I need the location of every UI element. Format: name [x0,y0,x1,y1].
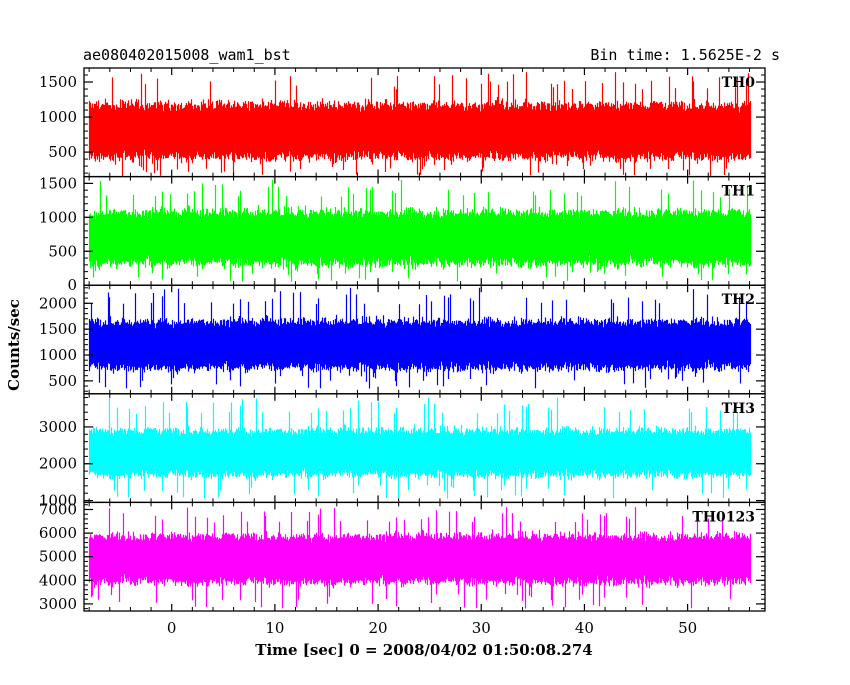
y-tick-label: 1500 [39,73,77,91]
y-axis-title: Counts/sec [5,299,23,391]
bin-time-label: Bin time: 1.5625E-2 s [590,46,780,64]
x-tick-label: 20 [369,619,388,637]
x-tick-label: 40 [575,619,594,637]
series-th0 [88,72,752,177]
x-tick-label: 0 [167,619,177,637]
x-axis: 0 10 20 30 40 50 [167,619,697,637]
panel-label: TH0123 [692,509,755,525]
y-tick-label: 500 [48,143,77,161]
panel-th0: 500 1000 1500 TH0 [39,67,766,178]
y-tick-label: 6000 [39,524,77,542]
series-th0123 [88,507,752,609]
y-tick-label: 1500 [39,320,77,338]
y-tick-label: 0 [67,276,77,294]
y-tick-label: 4000 [39,571,77,589]
y-tick-label: 500 [48,242,77,260]
panels-group: 500 1000 1500 TH0 0 500 1000 1500 TH1 500 1000 1500… [39,67,766,613]
panel-th0123: 3000 4000 5000 6000 7000 TH0123 [39,500,766,613]
y-tick-label: 2000 [39,455,77,473]
series-th3 [88,397,752,499]
y-tick-label: 7000 [39,500,77,518]
panel-label: TH1 [722,184,755,200]
y-tick-label: 1000 [39,208,77,226]
x-tick-label: 30 [472,619,491,637]
y-tick-label: 1000 [39,346,77,364]
panel-th1: 0 500 1000 1500 TH1 [39,174,766,294]
series-th2 [88,287,752,389]
x-axis-title: Time [sec] 0 = 2008/04/02 01:50:08.274 [255,641,592,659]
panel-label: TH0 [722,75,756,91]
panel-label: TH2 [722,292,755,308]
y-tick-label: 3000 [39,418,77,436]
y-tick-label: 1500 [39,174,77,192]
chart-title: ae080402015008_wam1_bst [83,46,291,64]
y-tick-label: 2000 [39,294,77,312]
series-th1 [88,180,752,282]
y-tick-label: 1000 [39,108,77,126]
y-tick-label: 5000 [39,548,77,566]
x-tick-label: 10 [265,619,284,637]
y-tick-label: 1000 [39,492,77,510]
panel-th2: 500 1000 1500 2000 TH2 [39,284,766,395]
panel-th3: 1000 2000 3000 TH3 [39,393,766,510]
x-tick-label: 50 [678,619,697,637]
panel-label: TH3 [722,401,755,417]
y-tick-label: 3000 [39,595,77,613]
y-tick-label: 500 [48,372,77,390]
